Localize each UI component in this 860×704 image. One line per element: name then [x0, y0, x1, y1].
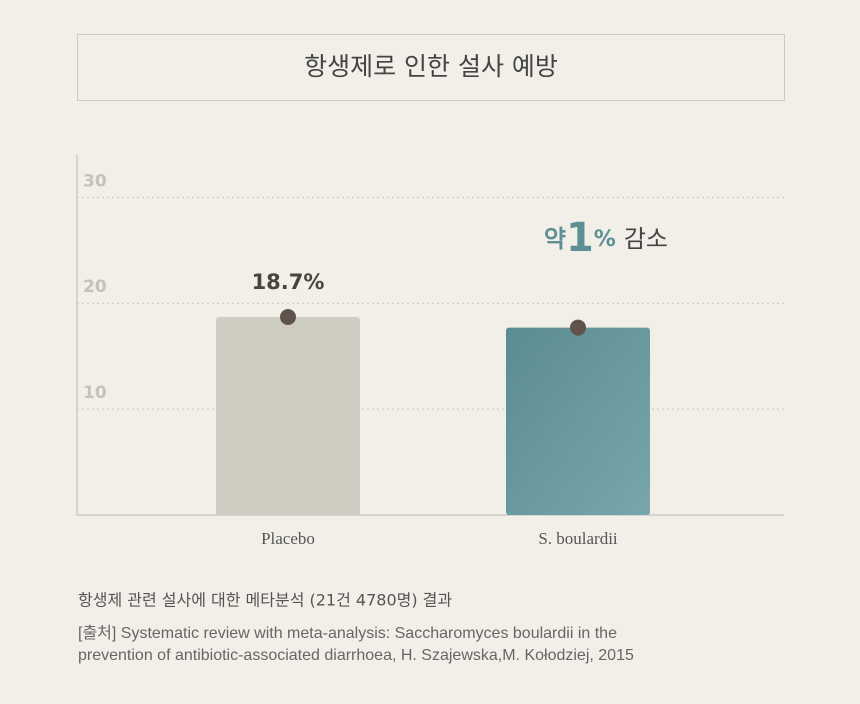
title-box	[77, 34, 785, 101]
annotation-unit: %	[594, 227, 616, 252]
bar-marker	[280, 309, 296, 325]
annotation-prefix: 약	[544, 225, 566, 253]
annotation: 약1% 감소	[544, 215, 668, 261]
annotation-suffix: 감소	[624, 225, 668, 253]
caption: 항생제 관련 설사에 대한 메타분석 (21건 4780명) 결과	[78, 591, 452, 610]
bar	[506, 327, 650, 515]
source-line: prevention of antibiotic-associated diar…	[78, 647, 634, 664]
value-label: 18.7%	[252, 270, 325, 294]
annotation-number: 1	[566, 215, 594, 261]
y-tick-label: 20	[83, 277, 107, 297]
chart-title: 항생제로 인한 설사 예방	[304, 52, 558, 81]
y-tick-label: 30	[83, 171, 107, 191]
y-tick-label: 10	[83, 383, 107, 403]
x-tick-label: S. boulardii	[538, 529, 618, 548]
bar-marker	[570, 319, 586, 336]
source-line: [출처] Systematic review with meta-analysi…	[78, 624, 617, 642]
x-tick-label: Placebo	[261, 529, 315, 548]
bar	[216, 317, 360, 515]
